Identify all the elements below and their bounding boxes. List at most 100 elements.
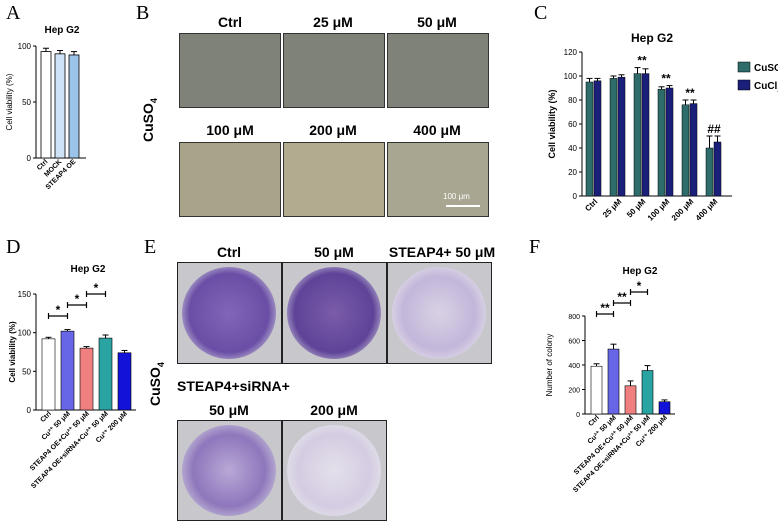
chart-d-title: Hep G2 [70,264,105,275]
chart-c-legend-label-0: CuSO4 [754,63,778,76]
chart-c-xtick-label-5: 400 μM [694,197,720,223]
chart-f-xtick-label-4: Cu²⁺ 200 μM [635,414,669,448]
plate-label-sirna-50um: 50 μM [209,402,249,418]
chart-f-sig-label-1: ** [617,290,627,304]
chart-c-title: Hep G2 [631,31,673,45]
panel-label-d: D [6,236,21,258]
cuso4-sub: 4 [148,98,159,104]
chart-c-bar-s0-3 [657,88,666,197]
micrograph-50um [387,33,489,108]
micrograph-400um: 100 μm [387,142,489,217]
micrograph-label-50um: 50 μM [417,14,457,30]
chart-d-ytick-label-3: 150 [18,290,32,299]
panel-label-e: E [144,236,157,258]
chart-d-bar-1 [60,330,75,411]
chart-c-bar-s0-2 [633,73,642,197]
chart-d-xtick-label-0: Ctrl [39,410,53,424]
chart-c-ytick-label-6: 120 [564,48,578,57]
chart-a-ytick-label-0: 0 [27,154,32,163]
chart-f-ytick-label-0: 0 [576,412,580,419]
chart-d-sig-label-0: * [56,303,61,317]
cuso4-side-label-b: CuSO4 [140,82,160,142]
chart-d-ytick-label-2: 100 [18,329,32,338]
chart-a-ylabel: Cell viability (%) [5,73,14,130]
micrograph-100um [179,142,281,217]
chart-f-title: Hep G2 [622,266,657,277]
chart-f-ylabel: Number of colony [545,334,554,397]
chart-f-ytick-label-4: 800 [568,314,580,321]
plate-label-ctrl: Ctrl [216,244,242,260]
chart-c-bar-s0-1 [609,78,618,197]
chart-c-bar-s1-0 [593,80,602,197]
plate-ctrl [177,262,282,364]
chart-f-ytick-label-2: 400 [568,363,580,370]
plate-mid-label: STEAP4+siRNA+ [177,378,290,394]
chart-c-ytick-label-1: 20 [568,168,577,177]
cuso4-side-label-e: CuSO4 [147,346,167,406]
chart-a-ytick-label-1: 50 [22,98,31,107]
chart-c-bar-s0-5 [705,147,714,197]
chart-f-ytick-label-1: 200 [568,388,580,395]
chart-c-bar-s0-4 [681,104,690,197]
chart-c-xtick-label-4: 200 μM [670,197,696,223]
chart-d-sig-label-2: * [94,281,99,295]
chart-c-annotation-3: ## [707,122,721,136]
chart-c-legend-swatch-1 [737,79,751,91]
chart-c-ytick-label-2: 40 [568,144,577,153]
chart-f-xtick-label-3: STEAP4 OE+siRNA+Cu²⁺ 50 μM [572,414,652,494]
scale-bar-label: 100 μm [443,192,470,201]
panel-label-f: F [529,236,541,258]
chart-d-ytick-label-1: 50 [22,367,31,376]
chart-c-bar-s1-3 [665,87,674,197]
chart-c-annotation-1: ** [661,72,671,86]
chart-a-bar-2 [68,54,80,159]
chart-f-sig-label-2: * [637,279,642,293]
chart-f-bar-2 [624,385,637,415]
micrograph-200um [283,142,385,217]
chart-a-bar-0 [40,51,52,159]
chart-c-xtick-label-0: Ctrl [583,197,599,213]
chart-c-legend-label-1: CuCl2 [754,81,778,94]
cuso4-main: CuSO [140,103,156,142]
chart-f: Hep G2 0 200 400 600 800 Number of colony Ctrl C… [545,266,675,494]
micrograph-label-200um: 200 μM [309,122,357,138]
chart-f-bar-0 [590,365,603,415]
chart-c-annotation-0: ** [637,54,647,68]
chart-c-bar-s1-1 [617,76,626,197]
chart-f-bar-1 [607,348,620,415]
chart-d-ytick-label-0: 0 [27,406,32,415]
chart-d-sig-label-1: * [75,292,80,306]
micrograph-label-25um: 25 μM [313,14,353,30]
chart-c-xtick-label-3: 100 μM [646,197,672,223]
plate-label-50um: 50 μM [314,244,354,260]
chart-d-bar-3 [98,337,113,411]
panel-label-a: A [6,2,21,24]
panel-label-c: C [534,2,548,24]
plate-50um [282,262,387,364]
chart-c-bar-s1-2 [641,73,650,197]
micrograph-label-ctrl: Ctrl [217,14,243,30]
chart-c-xtick-label-1: 25 μM [601,197,624,220]
micrograph-ctrl [179,33,281,108]
chart-c-ylabel: Cell viability (%) [547,89,557,158]
chart-c-bar-s0-0 [585,81,594,197]
chart-f-xtick-label-0: Ctrl [587,414,601,428]
chart-c-ytick-label-5: 100 [564,72,578,81]
chart-c-bar-s1-5 [713,141,722,197]
scale-bar [446,205,480,207]
cuso4-sub-e: 4 [155,362,166,368]
plate-steap4-50um [387,262,492,364]
plate-sirna-50um [177,420,282,521]
chart-a-bar-1 [54,53,66,159]
micrograph-label-400um: 400 μM [413,122,461,138]
chart-a-title: Hep G2 [44,25,79,36]
panel-label-b: B [136,2,150,24]
chart-a-ytick-label-2: 100 [18,42,32,51]
chart-d-bar-4 [117,352,132,411]
chart-c: Hep G2 0 20 40 60 80 100 120 Cell viability (%) C… [547,31,778,223]
chart-c-xtick-label-2: 50 μM [625,197,648,220]
plate-label-steap4-50um: STEAP4+ 50 μM [388,244,496,260]
chart-f-bar-3 [641,370,654,415]
chart-c-annotation-2: ** [685,86,695,100]
